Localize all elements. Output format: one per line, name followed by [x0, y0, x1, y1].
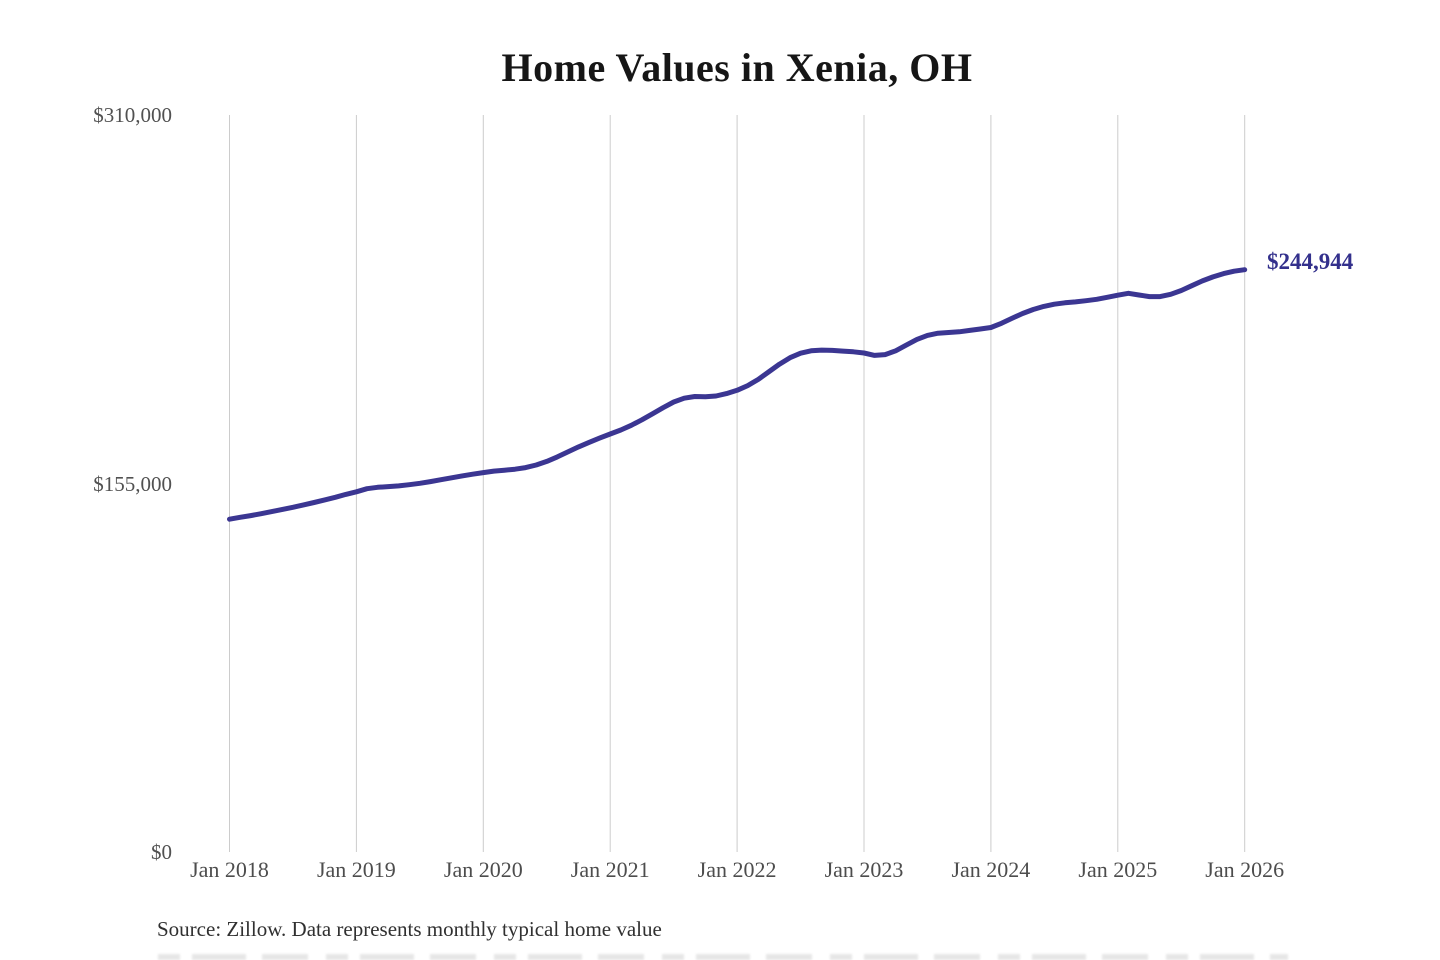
source-note: Source: Zillow. Data represents monthly …: [157, 917, 662, 941]
clipped-text-remnant: [158, 954, 1288, 960]
y-axis: $310,000 $155,000 $0: [40, 0, 172, 960]
page-title: Home Values in Xenia, OH: [501, 45, 973, 90]
y-axis-tick-label: $155,000: [93, 471, 172, 496]
home-value-line: [227, 267, 1248, 522]
y-axis-tick-label: $310,000: [93, 103, 172, 127]
y-axis-tick-label: $0: [151, 840, 172, 864]
end-value-label: $244,944: [1267, 248, 1354, 274]
